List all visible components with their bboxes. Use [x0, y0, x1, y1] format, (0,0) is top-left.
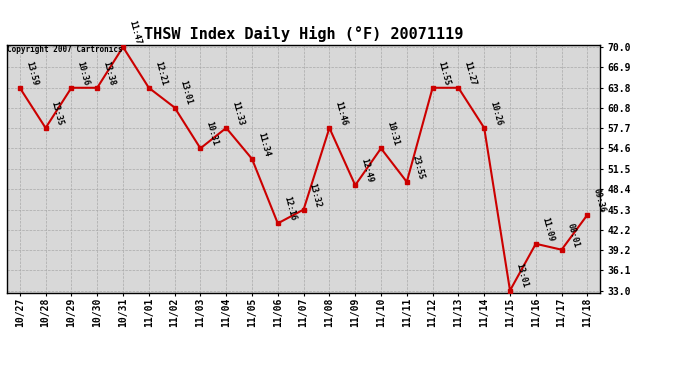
Text: 23:55: 23:55 — [411, 154, 426, 180]
Text: 10:31: 10:31 — [385, 120, 400, 147]
Text: 13:35: 13:35 — [50, 100, 65, 126]
Text: Copyright 2007 Cartronics: Copyright 2007 Cartronics — [7, 45, 123, 54]
Text: 12:49: 12:49 — [359, 158, 375, 184]
Text: 12:21: 12:21 — [153, 60, 168, 86]
Text: 11:34: 11:34 — [256, 131, 271, 158]
Text: 13:32: 13:32 — [308, 182, 323, 208]
Text: 11:27: 11:27 — [462, 60, 477, 86]
Text: 09:36: 09:36 — [591, 187, 607, 213]
Text: 10:31: 10:31 — [204, 120, 219, 147]
Text: 12:16: 12:16 — [282, 195, 297, 222]
Text: 08:01: 08:01 — [566, 222, 581, 248]
Text: 13:59: 13:59 — [24, 60, 39, 86]
Text: 11:46: 11:46 — [333, 100, 348, 126]
Text: 11:55: 11:55 — [437, 60, 452, 86]
Text: 13:01: 13:01 — [179, 80, 194, 106]
Text: 11:09: 11:09 — [540, 216, 555, 242]
Title: THSW Index Daily High (°F) 20071119: THSW Index Daily High (°F) 20071119 — [144, 27, 463, 42]
Text: 13:38: 13:38 — [101, 60, 117, 86]
Text: 11:33: 11:33 — [230, 100, 246, 126]
Text: 13:01: 13:01 — [514, 262, 529, 289]
Text: 11:47: 11:47 — [127, 19, 142, 46]
Text: 10:36: 10:36 — [76, 60, 90, 86]
Text: 10:26: 10:26 — [489, 100, 504, 126]
